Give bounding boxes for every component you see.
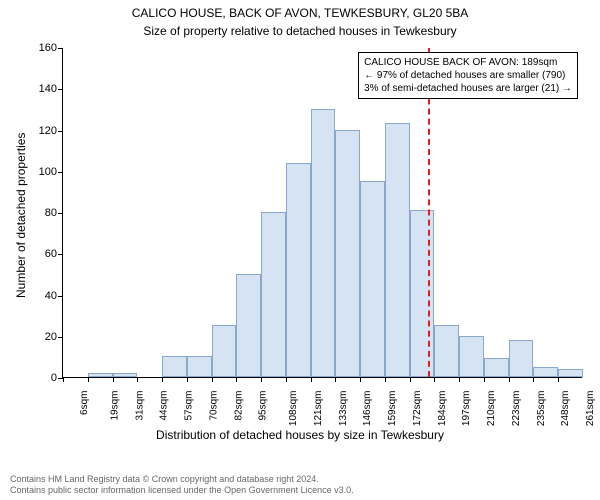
x-tick-mark [162, 377, 163, 382]
x-tick-label: 121sqm [313, 391, 324, 427]
histogram-bar [261, 212, 286, 377]
x-tick-label: 95sqm [258, 391, 269, 421]
x-tick-label: 19sqm [109, 391, 120, 421]
x-tick-mark [261, 377, 262, 382]
histogram-bar [113, 373, 138, 377]
x-tick-mark [187, 377, 188, 382]
histogram-bar [162, 356, 187, 377]
x-tick-mark [286, 377, 287, 382]
plot-area: 0204060801001201401606sqm19sqm31sqm44sqm… [62, 48, 582, 378]
x-tick-mark [113, 377, 114, 382]
x-tick-mark [410, 377, 411, 382]
x-tick-label: 70sqm [208, 391, 219, 421]
histogram-bar [311, 109, 336, 377]
histogram-bar [434, 325, 459, 377]
attribution-line1: Contains HM Land Registry data © Crown c… [10, 474, 354, 485]
histogram-bar [533, 367, 558, 377]
x-tick-mark [236, 377, 237, 382]
x-tick-mark [311, 377, 312, 382]
y-tick-mark [58, 337, 63, 338]
x-tick-mark [484, 377, 485, 382]
x-tick-label: 248sqm [561, 391, 572, 427]
y-tick-mark [58, 254, 63, 255]
x-tick-mark [63, 377, 64, 382]
x-tick-mark [509, 377, 510, 382]
x-tick-label: 159sqm [387, 391, 398, 427]
x-tick-label: 235sqm [536, 391, 547, 427]
y-tick-mark [58, 213, 63, 214]
y-tick-mark [58, 296, 63, 297]
x-axis-label: Distribution of detached houses by size … [0, 428, 600, 442]
x-tick-mark [533, 377, 534, 382]
x-tick-mark [360, 377, 361, 382]
x-tick-label: 197sqm [462, 391, 473, 427]
x-tick-mark [434, 377, 435, 382]
y-tick-mark [58, 48, 63, 49]
chart-title: CALICO HOUSE, BACK OF AVON, TEWKESBURY, … [0, 6, 600, 20]
x-tick-mark [137, 377, 138, 382]
histogram-bar [558, 369, 583, 377]
x-tick-mark [558, 377, 559, 382]
x-tick-label: 6sqm [79, 391, 90, 415]
x-tick-label: 223sqm [511, 391, 522, 427]
y-tick-mark [58, 131, 63, 132]
x-tick-mark [459, 377, 460, 382]
histogram-bar [509, 340, 534, 377]
x-tick-mark [212, 377, 213, 382]
x-tick-label: 146sqm [362, 391, 373, 427]
x-tick-label: 210sqm [486, 391, 497, 427]
histogram-bar [484, 358, 509, 377]
histogram-bar [236, 274, 261, 377]
histogram-bar [335, 130, 360, 378]
histogram-bar [385, 123, 410, 377]
x-tick-mark [88, 377, 89, 382]
attribution: Contains HM Land Registry data © Crown c… [10, 474, 354, 497]
histogram-bar [459, 336, 484, 377]
histogram-bar [212, 325, 237, 377]
x-tick-mark [335, 377, 336, 382]
x-tick-label: 82sqm [233, 391, 244, 421]
x-tick-label: 44sqm [159, 391, 170, 421]
x-tick-label: 261sqm [585, 391, 596, 427]
x-tick-label: 133sqm [338, 391, 349, 427]
x-tick-label: 172sqm [412, 391, 423, 427]
histogram-bar [187, 356, 212, 377]
chart-subtitle: Size of property relative to detached ho… [0, 24, 600, 38]
y-tick-mark [58, 89, 63, 90]
x-tick-label: 184sqm [437, 391, 448, 427]
annotation-line3: 3% of semi-detached houses are larger (2… [364, 82, 572, 95]
x-tick-mark [385, 377, 386, 382]
chart-container: CALICO HOUSE, BACK OF AVON, TEWKESBURY, … [0, 0, 600, 500]
histogram-bar [360, 181, 385, 377]
annotation-line1: CALICO HOUSE BACK OF AVON: 189sqm [364, 56, 572, 69]
x-tick-label: 57sqm [184, 391, 195, 421]
annotation-box: CALICO HOUSE BACK OF AVON: 189sqm ← 97% … [358, 52, 578, 99]
y-tick-mark [58, 172, 63, 173]
annotation-line2: ← 97% of detached houses are smaller (79… [364, 69, 572, 82]
y-axis-label: Number of detached properties [14, 133, 28, 298]
histogram-bar [88, 373, 113, 377]
attribution-line2: Contains public sector information licen… [10, 485, 354, 496]
x-tick-label: 108sqm [288, 391, 299, 427]
histogram-bar [286, 163, 311, 378]
x-tick-label: 31sqm [134, 391, 145, 421]
histogram-bar [410, 210, 435, 377]
